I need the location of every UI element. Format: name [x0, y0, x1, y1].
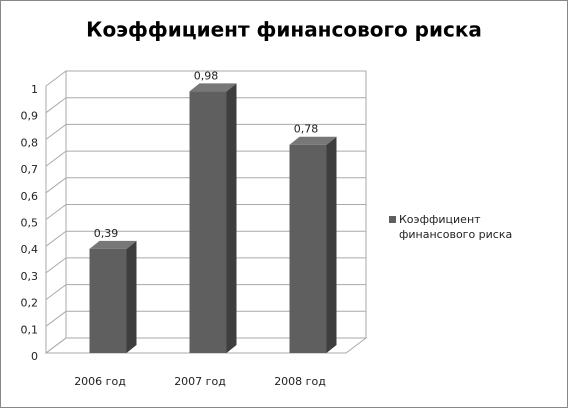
chart-title: Коэффициент финансового риска: [86, 18, 482, 42]
grid-line: [45, 284, 366, 301]
legend-key: [389, 216, 396, 223]
bar-top: [189, 83, 237, 92]
grid-line: [45, 177, 366, 194]
grid-line: [45, 150, 366, 167]
y-tick-label: 0,5: [21, 217, 39, 230]
bar-top: [89, 240, 137, 249]
bar: [289, 136, 337, 353]
x-tick-label: 2007 год: [174, 375, 226, 388]
y-tick-label: 0,9: [21, 110, 39, 123]
grid-line: [45, 204, 366, 220]
bar-side: [326, 136, 337, 353]
legend-label: Коэффициент финансового риска: [399, 213, 513, 241]
grid-line: [45, 123, 366, 140]
bar-front: [89, 248, 127, 353]
data-label: 0,98: [194, 69, 219, 82]
bar: [89, 240, 137, 353]
x-tick-label: 2008 год: [274, 375, 326, 388]
data-label: 0,39: [94, 227, 119, 240]
y-tick-label: 0,3: [21, 270, 39, 283]
y-tick-label: 1: [31, 83, 38, 96]
y-tick-label: 0,7: [21, 163, 39, 176]
y-tick-label: 0: [31, 350, 38, 363]
y-tick-label: 0,2: [21, 297, 39, 310]
y-tick-label: 0,6: [21, 190, 39, 203]
x-tick-label: 2006 год: [74, 375, 126, 388]
y-tick-label: 0,8: [21, 136, 39, 149]
data-label: 0,78: [294, 123, 319, 136]
bar-side: [126, 240, 137, 353]
grid-line: [45, 337, 366, 354]
grid-line: [45, 257, 366, 274]
bar-top: [289, 136, 337, 145]
grid-line: [45, 97, 366, 114]
bar-front: [289, 144, 327, 353]
bar: [189, 83, 237, 353]
grid-line: [45, 310, 366, 327]
bar-front: [189, 91, 227, 353]
y-tick-label: 0,4: [21, 243, 39, 256]
grid-line: [45, 70, 366, 87]
bar-side: [226, 83, 237, 353]
y-tick-label: 0,1: [21, 323, 39, 336]
grid-line: [45, 230, 366, 247]
